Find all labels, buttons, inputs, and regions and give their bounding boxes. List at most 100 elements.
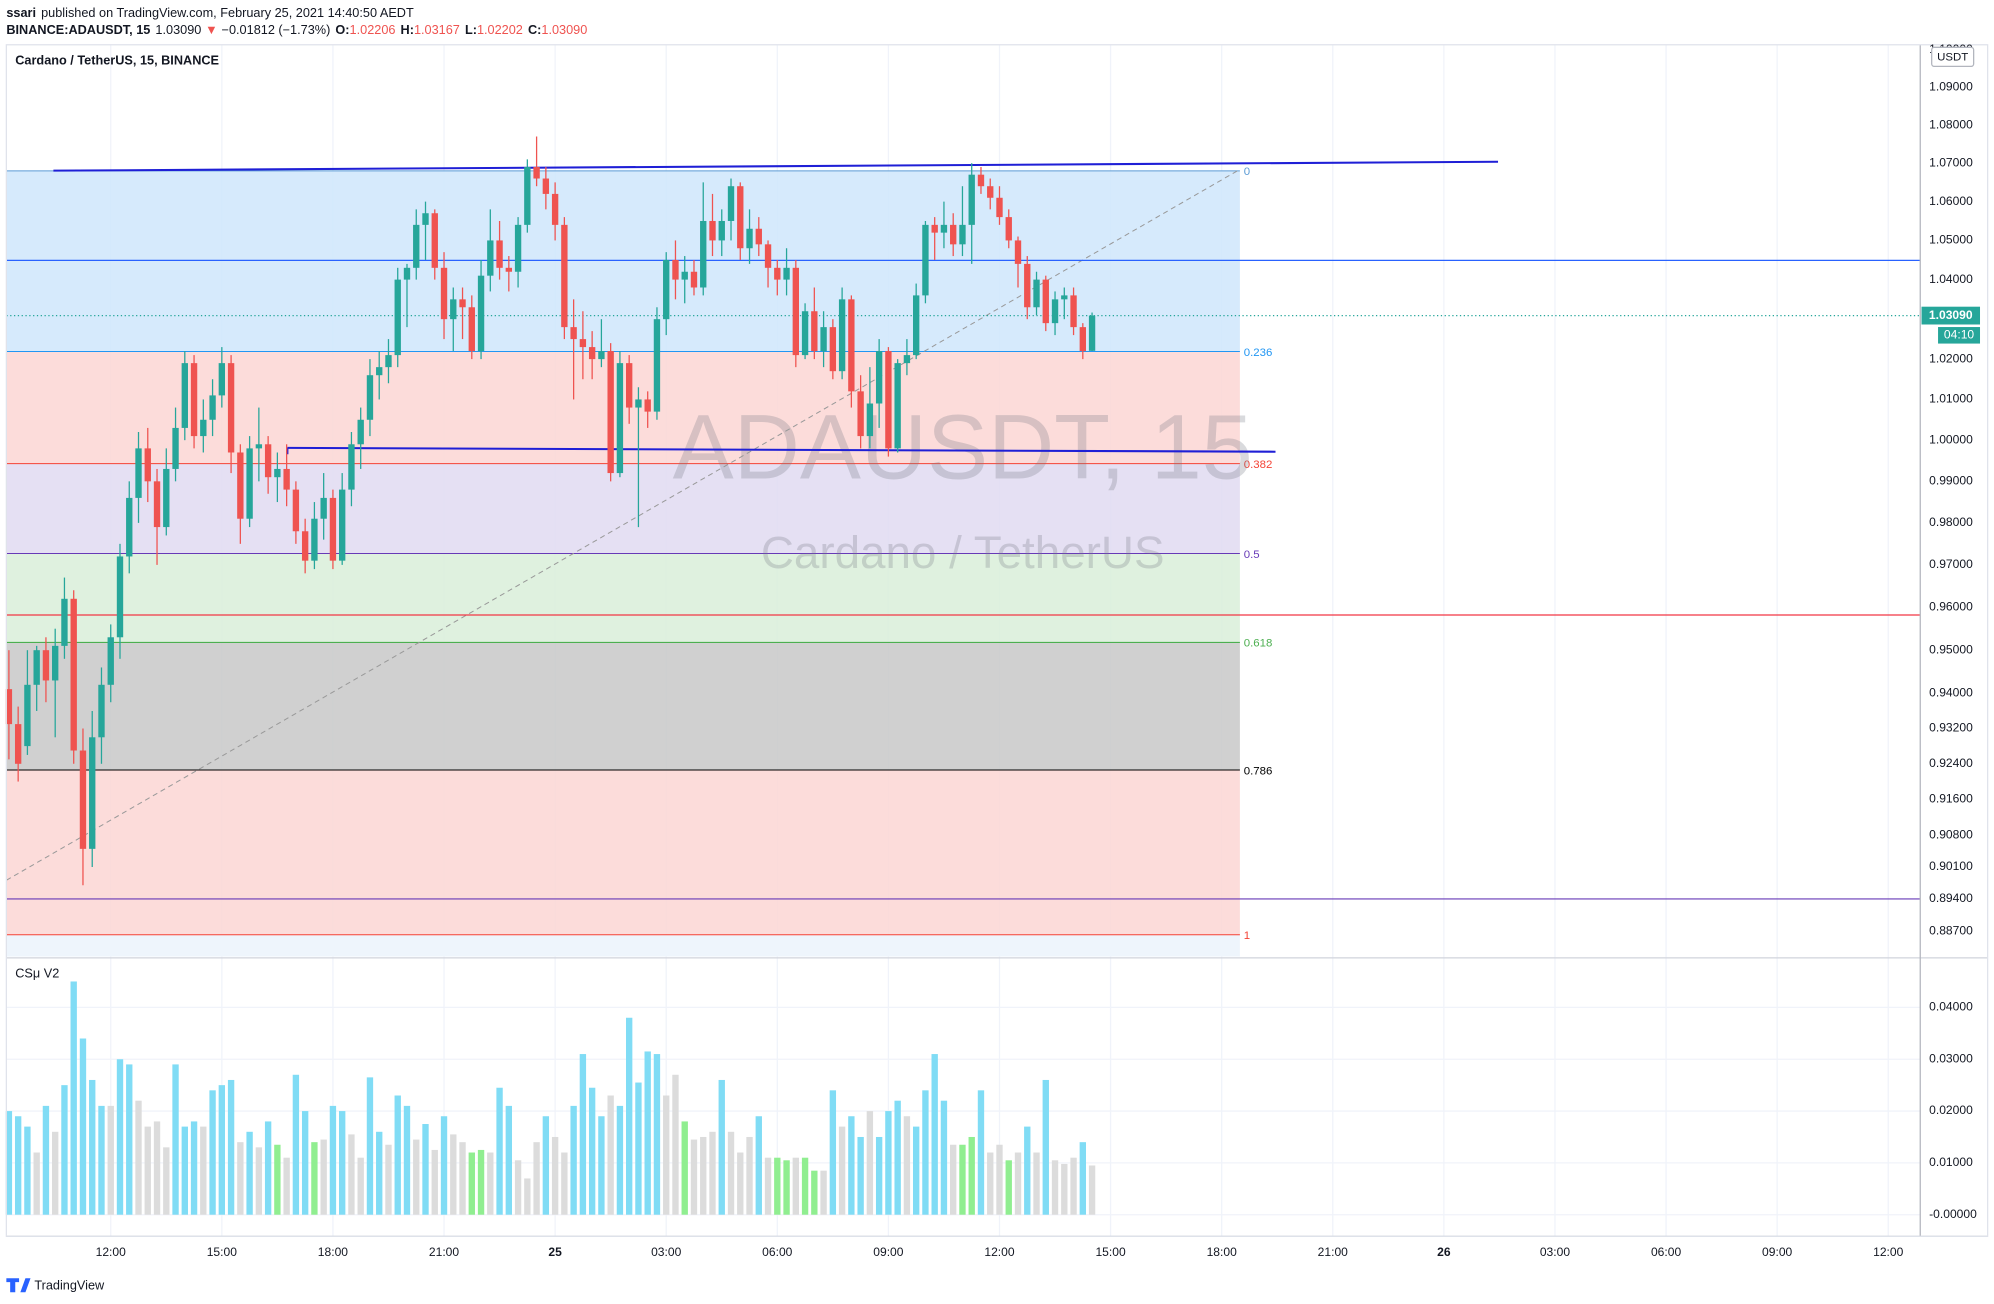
volume-bars	[5, 981, 1096, 1215]
y-tick-label: 0.88700	[1929, 923, 1973, 937]
candle-body	[912, 295, 920, 356]
y-tick-label: 1.01000	[1929, 392, 1973, 406]
ohlc-value: 1.02202	[477, 22, 523, 37]
bar	[672, 1074, 679, 1215]
bar	[848, 1116, 855, 1215]
candle-body	[366, 375, 374, 420]
candle-body	[838, 299, 846, 372]
bar	[950, 1144, 957, 1215]
candle-body	[635, 399, 642, 408]
candle-body	[431, 213, 438, 268]
candle-body	[885, 351, 892, 449]
bar	[959, 1144, 966, 1215]
header-line-2: BINANCE:ADAUSDT, 15 1.03090 ▼ −0.01812 (−1.…	[6, 22, 587, 37]
candle-body	[820, 327, 827, 352]
y2-tick-label: -0.00000	[1929, 1207, 1977, 1221]
bar	[487, 1152, 494, 1215]
ohlc-label: O:	[335, 22, 349, 37]
candle-body	[52, 645, 59, 681]
candle-body	[588, 347, 596, 360]
x-tick-label: 06:00	[1651, 1245, 1682, 1259]
candle-body	[24, 684, 31, 747]
candle-body	[848, 299, 855, 392]
candle-body	[561, 224, 568, 328]
bar	[551, 1136, 559, 1215]
y-tick-label: 1.04000	[1929, 272, 1973, 286]
candle-body	[1051, 299, 1059, 324]
candle-body	[403, 267, 411, 280]
footer[interactable]: TradingView	[34, 1277, 105, 1292]
bar	[774, 1157, 781, 1215]
candle-body	[33, 650, 40, 685]
y-tick-label: 1.06000	[1929, 194, 1973, 208]
last-price-label: 1.03090	[1929, 308, 1973, 322]
watermark-name: Cardano / TetherUS	[761, 527, 1165, 578]
bar	[311, 1142, 318, 1215]
candle-body	[783, 267, 790, 280]
bar	[653, 1054, 661, 1215]
candle-body	[107, 637, 114, 685]
bar	[5, 1111, 13, 1215]
candle-body	[320, 497, 327, 519]
candle-body	[1005, 217, 1012, 241]
candle-body	[672, 259, 679, 280]
candle-body	[737, 186, 744, 249]
bar	[755, 1116, 762, 1215]
y-tick-label: 0.93200	[1929, 721, 1973, 735]
x-tick-label: 26	[1437, 1245, 1451, 1259]
bar	[98, 1105, 105, 1215]
candle-body	[153, 481, 161, 528]
candle-body	[264, 444, 272, 478]
candle-body	[542, 178, 550, 194]
bar	[1070, 1157, 1077, 1215]
symbol: BINANCE:ADAUSDT, 15	[6, 22, 150, 37]
bar	[663, 1095, 670, 1215]
candle-body	[1014, 240, 1022, 264]
currency-box[interactable]	[1931, 46, 1975, 68]
bar	[422, 1124, 429, 1215]
last-price-box	[1921, 306, 1981, 325]
bar	[209, 1090, 216, 1215]
candle-body	[1042, 279, 1049, 324]
candle-body	[274, 468, 281, 478]
candle-body	[496, 240, 503, 268]
candle-body	[625, 363, 633, 408]
candle-body	[126, 497, 133, 557]
candle-body	[89, 737, 96, 849]
bar	[357, 1157, 364, 1215]
candle-body	[61, 598, 68, 646]
ohlc-value: 1.03167	[414, 22, 460, 37]
bar	[505, 1105, 513, 1215]
candle-body	[357, 419, 364, 445]
candle-body	[1070, 295, 1077, 328]
bar	[1005, 1160, 1012, 1215]
author: ssari	[6, 6, 36, 21]
x-tick-label: 12:00	[1873, 1245, 1904, 1259]
candle-body	[459, 299, 466, 308]
bar	[801, 1157, 809, 1215]
y-tick-label: 0.91600	[1929, 792, 1973, 806]
candle-body	[579, 339, 587, 348]
candle-body	[829, 327, 837, 372]
bar	[792, 1157, 799, 1215]
x-tick-label: 12:00	[96, 1245, 127, 1259]
bar	[783, 1160, 790, 1215]
bar	[1051, 1160, 1059, 1215]
candle-body	[70, 598, 77, 751]
bar	[468, 1152, 475, 1215]
candle-body	[348, 444, 355, 490]
bar	[903, 1116, 911, 1215]
bar	[301, 1111, 309, 1215]
candle-body	[487, 240, 494, 276]
bar	[227, 1079, 235, 1215]
candle-body	[514, 224, 522, 272]
candle-body	[440, 267, 448, 320]
candle-body	[172, 427, 179, 469]
y-tick-label: 1.07000	[1929, 155, 1973, 169]
candle-body	[996, 197, 1003, 218]
y2-tick-label: 0.01000	[1929, 1155, 1973, 1169]
bar	[1079, 1142, 1086, 1215]
bar	[940, 1100, 948, 1215]
candle-body	[607, 351, 614, 474]
bar	[496, 1087, 503, 1215]
